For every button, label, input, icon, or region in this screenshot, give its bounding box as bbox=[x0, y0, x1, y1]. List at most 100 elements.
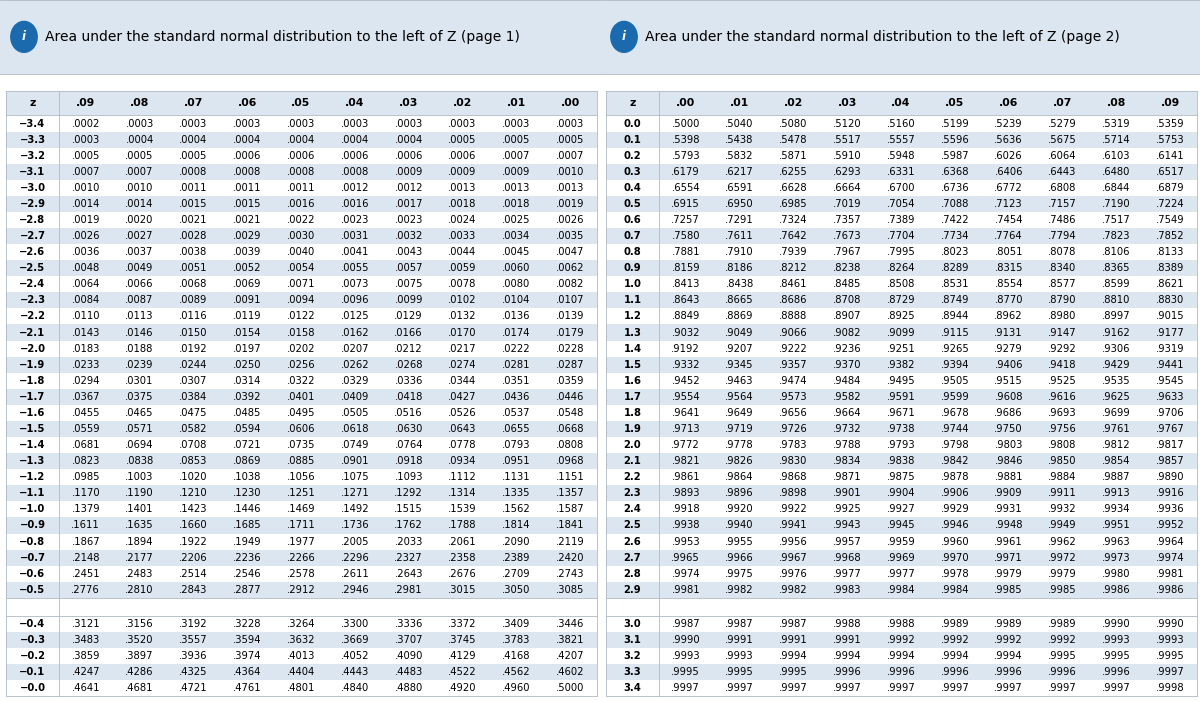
Text: .0606: .0606 bbox=[287, 424, 316, 434]
Text: .3228: .3228 bbox=[233, 619, 262, 629]
Text: .9997: .9997 bbox=[1156, 668, 1184, 677]
Text: .4286: .4286 bbox=[125, 668, 154, 677]
Text: .9946: .9946 bbox=[941, 520, 970, 531]
Text: 0.5: 0.5 bbox=[624, 199, 641, 209]
Text: .0174: .0174 bbox=[502, 328, 530, 338]
Text: .0008: .0008 bbox=[341, 167, 368, 177]
Text: .01: .01 bbox=[506, 98, 526, 108]
Text: .9974: .9974 bbox=[1156, 552, 1184, 562]
Text: .2420: .2420 bbox=[556, 552, 584, 562]
Text: .5319: .5319 bbox=[1102, 119, 1130, 128]
Text: .1056: .1056 bbox=[287, 472, 316, 482]
Text: .9099: .9099 bbox=[887, 328, 916, 338]
Text: .5596: .5596 bbox=[941, 135, 970, 145]
Text: .9949: .9949 bbox=[1048, 520, 1076, 531]
Text: .9997: .9997 bbox=[725, 683, 754, 694]
Text: 2.6: 2.6 bbox=[624, 536, 641, 547]
Text: .9641: .9641 bbox=[671, 408, 700, 418]
Text: .0003: .0003 bbox=[395, 119, 422, 128]
Text: .4013: .4013 bbox=[287, 651, 316, 661]
Text: .9913: .9913 bbox=[1102, 489, 1130, 498]
Text: .0030: .0030 bbox=[287, 231, 316, 241]
Text: .4404: .4404 bbox=[287, 668, 316, 677]
Bar bbox=[606, 616, 1198, 632]
Text: .0023: .0023 bbox=[395, 215, 422, 225]
Text: .0465: .0465 bbox=[125, 408, 154, 418]
Text: .4522: .4522 bbox=[448, 668, 476, 677]
Bar bbox=[6, 340, 598, 357]
Text: 2.4: 2.4 bbox=[624, 505, 641, 515]
Text: .9564: .9564 bbox=[725, 392, 754, 402]
Text: .0096: .0096 bbox=[341, 296, 370, 305]
Text: .0274: .0274 bbox=[449, 359, 476, 370]
Text: .9993: .9993 bbox=[1156, 635, 1184, 645]
Text: −0.2: −0.2 bbox=[19, 651, 46, 661]
Text: .9808: .9808 bbox=[1049, 440, 1076, 450]
Text: .0351: .0351 bbox=[502, 376, 530, 386]
Text: .0016: .0016 bbox=[341, 199, 370, 209]
Text: .9996: .9996 bbox=[833, 668, 862, 677]
Text: .9878: .9878 bbox=[941, 472, 970, 482]
Text: .1515: .1515 bbox=[395, 505, 424, 515]
Text: .2946: .2946 bbox=[341, 585, 370, 595]
Text: .9955: .9955 bbox=[725, 536, 754, 547]
Text: .0630: .0630 bbox=[395, 424, 422, 434]
Text: .0170: .0170 bbox=[449, 328, 476, 338]
Text: .9911: .9911 bbox=[1048, 489, 1076, 498]
Text: .4247: .4247 bbox=[72, 668, 100, 677]
Text: .5239: .5239 bbox=[995, 119, 1022, 128]
Text: .0869: .0869 bbox=[233, 456, 262, 466]
Text: −0.0: −0.0 bbox=[19, 683, 46, 694]
Text: −2.3: −2.3 bbox=[19, 296, 46, 305]
Text: .8869: .8869 bbox=[725, 312, 754, 322]
Text: .0009: .0009 bbox=[449, 167, 476, 177]
Text: .9793: .9793 bbox=[887, 440, 916, 450]
Text: .9664: .9664 bbox=[833, 408, 862, 418]
Text: .3669: .3669 bbox=[341, 635, 370, 645]
Text: −0.7: −0.7 bbox=[19, 552, 46, 562]
Bar bbox=[6, 550, 598, 566]
Text: −3.4: −3.4 bbox=[19, 119, 46, 128]
Text: .9985: .9985 bbox=[1048, 585, 1076, 595]
Text: .0005: .0005 bbox=[449, 135, 476, 145]
Text: .9991: .9991 bbox=[779, 635, 808, 645]
Text: .9850: .9850 bbox=[1049, 456, 1076, 466]
Text: .9015: .9015 bbox=[1156, 312, 1184, 322]
Text: .6985: .6985 bbox=[779, 199, 808, 209]
Text: .8849: .8849 bbox=[672, 312, 700, 322]
Bar bbox=[606, 469, 1198, 485]
Text: .9995: .9995 bbox=[671, 668, 700, 677]
Text: .9279: .9279 bbox=[995, 343, 1024, 354]
Text: .9535: .9535 bbox=[1102, 376, 1130, 386]
Bar bbox=[6, 292, 598, 308]
Bar bbox=[6, 115, 598, 131]
Text: .4090: .4090 bbox=[395, 651, 422, 661]
Text: .0268: .0268 bbox=[395, 359, 422, 370]
Text: .7357: .7357 bbox=[833, 215, 862, 225]
Bar bbox=[6, 469, 598, 485]
Text: −2.0: −2.0 bbox=[19, 343, 46, 354]
Text: .9756: .9756 bbox=[1048, 424, 1076, 434]
Text: .9890: .9890 bbox=[1156, 472, 1184, 482]
Bar bbox=[6, 131, 598, 147]
Text: .4761: .4761 bbox=[233, 683, 262, 694]
Text: .0015: .0015 bbox=[233, 199, 262, 209]
Text: 3.3: 3.3 bbox=[624, 668, 641, 677]
Text: .5279: .5279 bbox=[1048, 119, 1076, 128]
Text: .9934: .9934 bbox=[1102, 505, 1130, 515]
Text: .3192: .3192 bbox=[179, 619, 208, 629]
Text: .0179: .0179 bbox=[556, 328, 584, 338]
Text: .0287: .0287 bbox=[556, 359, 584, 370]
Text: .9995: .9995 bbox=[779, 668, 808, 677]
Text: .9970: .9970 bbox=[941, 552, 970, 562]
Text: .0681: .0681 bbox=[72, 440, 100, 450]
Text: .8264: .8264 bbox=[887, 263, 916, 273]
Text: .8051: .8051 bbox=[995, 247, 1022, 257]
Text: .0007: .0007 bbox=[556, 151, 584, 161]
Text: .9738: .9738 bbox=[887, 424, 916, 434]
Text: .0006: .0006 bbox=[449, 151, 476, 161]
Text: .9992: .9992 bbox=[995, 635, 1024, 645]
Text: .6064: .6064 bbox=[1049, 151, 1076, 161]
Text: −2.8: −2.8 bbox=[19, 215, 46, 225]
Text: .6293: .6293 bbox=[833, 167, 862, 177]
